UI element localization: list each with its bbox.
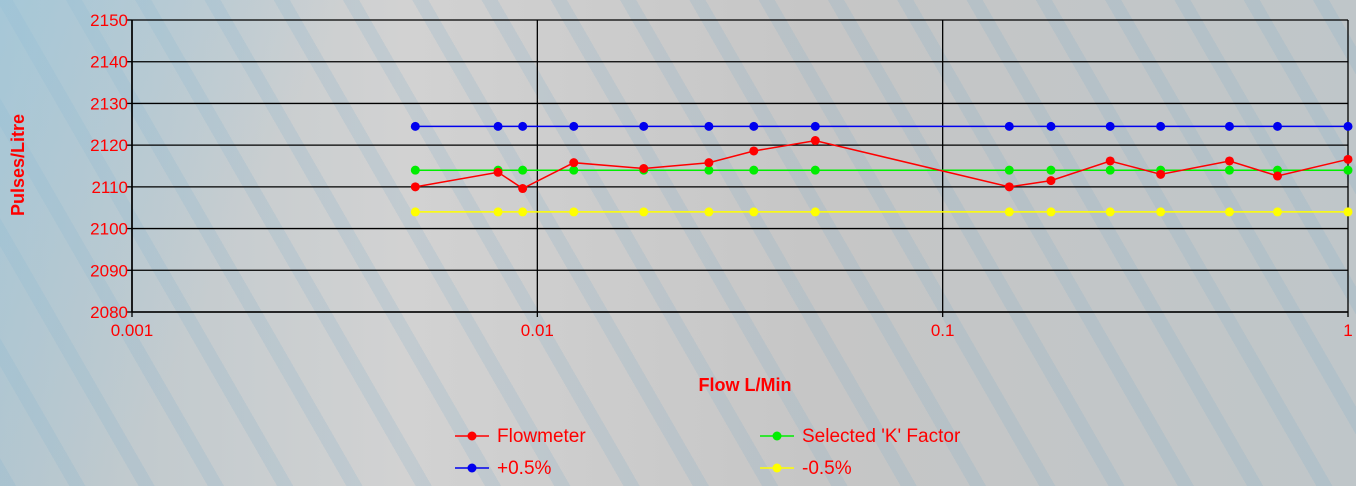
data-point bbox=[639, 164, 649, 174]
data-point bbox=[518, 121, 528, 131]
data-point bbox=[1004, 121, 1014, 131]
grid-lines bbox=[131, 19, 1349, 313]
data-point bbox=[1105, 121, 1115, 131]
data-point bbox=[749, 121, 759, 131]
y-tick-label: 2140 bbox=[90, 53, 128, 72]
legend-item: +0.5% bbox=[455, 458, 552, 479]
series-selected-k-factor bbox=[410, 165, 1353, 175]
legend-label: -0.5% bbox=[802, 458, 852, 479]
data-point bbox=[1343, 121, 1353, 131]
data-point bbox=[1343, 154, 1353, 164]
data-point bbox=[1105, 207, 1115, 217]
data-point bbox=[749, 146, 759, 156]
y-tick-label: 2100 bbox=[90, 220, 128, 239]
data-point bbox=[749, 207, 759, 217]
data-point bbox=[518, 165, 528, 175]
data-point bbox=[1273, 207, 1283, 217]
data-point bbox=[639, 121, 649, 131]
data-point bbox=[704, 158, 714, 168]
legend-swatch-marker bbox=[467, 463, 477, 473]
data-point bbox=[518, 207, 528, 217]
y-tick-label: 2120 bbox=[90, 136, 128, 155]
data-point bbox=[493, 207, 503, 217]
data-point bbox=[1224, 165, 1234, 175]
data-point bbox=[1004, 165, 1014, 175]
data-point bbox=[704, 207, 714, 217]
data-point bbox=[1343, 207, 1353, 217]
axes bbox=[127, 19, 1349, 317]
data-point bbox=[1105, 156, 1115, 166]
data-point bbox=[569, 165, 579, 175]
x-tick-label: 0.1 bbox=[931, 321, 955, 340]
data-point bbox=[410, 207, 420, 217]
y-tick-label: 2090 bbox=[90, 261, 128, 280]
series-flowmeter bbox=[410, 136, 1353, 194]
data-point bbox=[1046, 176, 1056, 186]
x-tick-label: 0.001 bbox=[111, 321, 154, 340]
legend: Flowmeter Selected 'K' Factor +0.5% -0.5% bbox=[455, 426, 961, 479]
data-point bbox=[1046, 207, 1056, 217]
data-point bbox=[1273, 171, 1283, 181]
data-point bbox=[569, 158, 579, 168]
data-point bbox=[1105, 165, 1115, 175]
data-point bbox=[569, 207, 579, 217]
legend-swatch-marker bbox=[772, 431, 782, 441]
y-axis-title: Pulses/Litre bbox=[8, 114, 28, 216]
data-point bbox=[1224, 207, 1234, 217]
data-point bbox=[1046, 121, 1056, 131]
data-point bbox=[569, 121, 579, 131]
legend-item: Flowmeter bbox=[455, 426, 586, 447]
x-tick-label: 0.01 bbox=[521, 321, 554, 340]
data-point bbox=[704, 165, 714, 175]
series-line bbox=[415, 139, 1349, 190]
data-point bbox=[1004, 182, 1014, 192]
data-point bbox=[410, 182, 420, 192]
data-point bbox=[810, 121, 820, 131]
y-tick-label: 2150 bbox=[90, 11, 128, 30]
data-point bbox=[639, 207, 649, 217]
data-point bbox=[1273, 121, 1283, 131]
legend-item: Selected 'K' Factor bbox=[760, 426, 961, 447]
data-point bbox=[1224, 156, 1234, 166]
data-point bbox=[749, 165, 759, 175]
data-point bbox=[1156, 121, 1166, 131]
data-point bbox=[810, 165, 820, 175]
series--0-5- bbox=[410, 121, 1353, 131]
legend-swatch-marker bbox=[772, 463, 782, 473]
data-point bbox=[810, 207, 820, 217]
data-point bbox=[1004, 207, 1014, 217]
legend-label: Selected 'K' Factor bbox=[802, 426, 961, 447]
x-axis-title: Flow L/Min bbox=[699, 375, 792, 395]
data-point bbox=[704, 121, 714, 131]
x-tick-label: 1 bbox=[1343, 321, 1352, 340]
legend-label: +0.5% bbox=[497, 458, 552, 479]
data-point bbox=[518, 184, 528, 194]
y-tick-label: 2130 bbox=[90, 94, 128, 113]
data-point bbox=[810, 136, 820, 146]
legend-swatch-marker bbox=[467, 431, 477, 441]
series--0-5- bbox=[410, 207, 1353, 217]
series-layer bbox=[410, 121, 1353, 217]
data-point bbox=[1343, 165, 1353, 175]
legend-label: Flowmeter bbox=[497, 426, 586, 447]
data-point bbox=[493, 167, 503, 177]
data-point bbox=[410, 165, 420, 175]
y-tick-labels: 2080 2090 2100 2110 2120 2130 2140 2150 bbox=[90, 11, 128, 322]
data-point bbox=[1224, 121, 1234, 131]
data-point bbox=[1046, 165, 1056, 175]
data-point bbox=[493, 121, 503, 131]
data-point bbox=[410, 121, 420, 131]
data-point bbox=[1156, 169, 1166, 179]
y-tick-label: 2110 bbox=[91, 178, 128, 197]
y-tick-label: 2080 bbox=[90, 303, 128, 322]
legend-item: -0.5% bbox=[760, 458, 852, 479]
data-point bbox=[1156, 207, 1166, 217]
x-tick-labels: 0.001 0.01 0.1 1 bbox=[111, 321, 1353, 340]
